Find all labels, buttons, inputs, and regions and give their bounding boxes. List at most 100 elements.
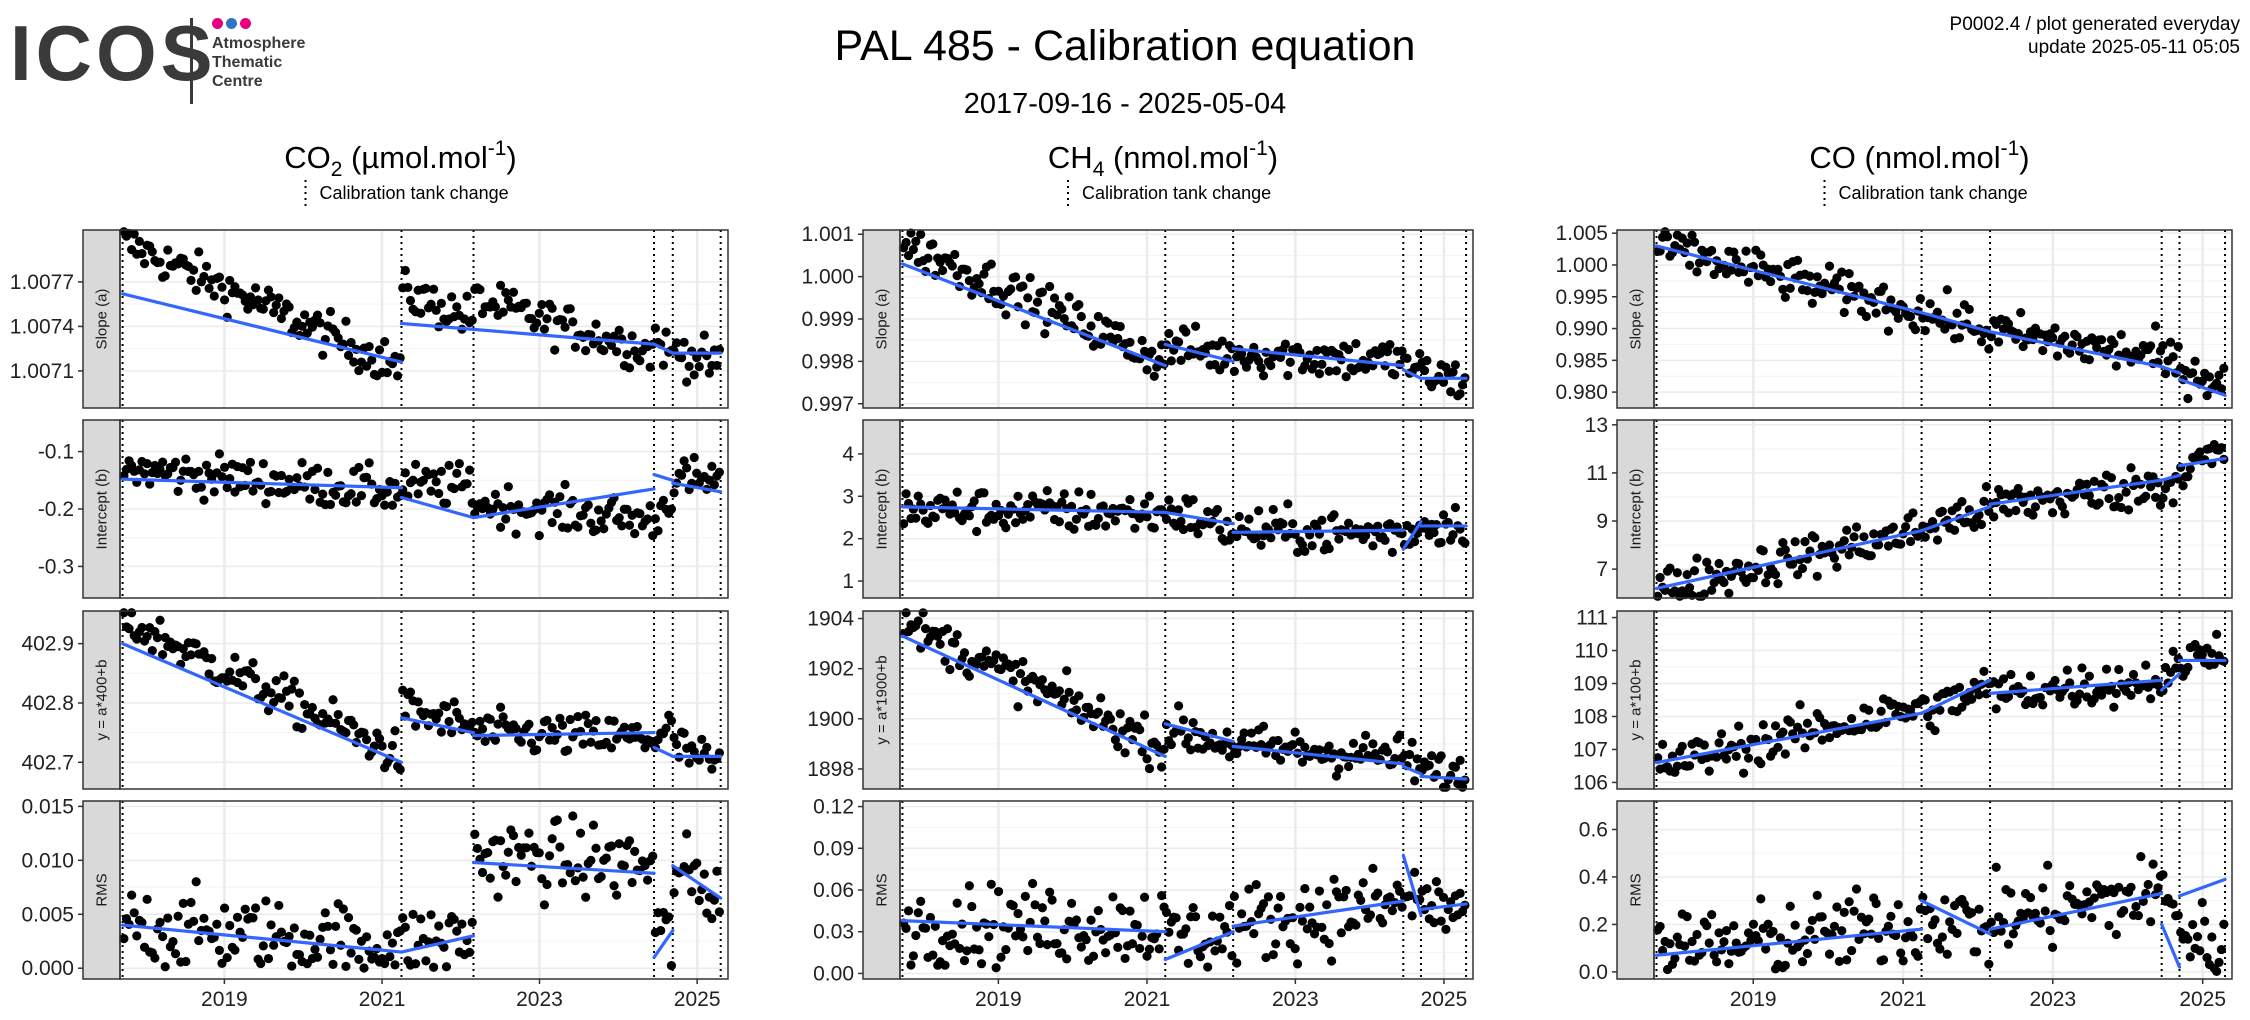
data-point <box>950 638 960 648</box>
data-point <box>2114 882 2124 892</box>
data-point <box>1920 532 1930 542</box>
data-point <box>1220 739 1230 749</box>
data-point <box>560 479 570 490</box>
title-superscript: -1 <box>1249 137 1268 160</box>
data-point <box>699 869 709 879</box>
data-point <box>501 870 511 880</box>
data-point <box>709 480 719 490</box>
data-point <box>666 504 677 514</box>
data-point <box>1657 945 1668 956</box>
data-point <box>1188 718 1198 728</box>
data-point <box>1407 911 1417 921</box>
data-point <box>1692 267 1702 277</box>
data-point <box>2011 505 2021 516</box>
data-point <box>2202 390 2212 401</box>
data-point <box>557 720 568 730</box>
data-point <box>1066 501 1077 511</box>
data-point <box>398 913 408 923</box>
panel-2: Intercept (b) 1 2 3 4 <box>842 419 1474 599</box>
data-point <box>1714 558 1724 569</box>
data-point <box>1883 921 1894 931</box>
data-point <box>1976 519 1987 530</box>
data-point <box>645 501 655 511</box>
data-point <box>1300 883 1310 894</box>
data-point <box>1283 499 1293 509</box>
data-point <box>2178 481 2188 491</box>
data-point <box>1689 566 1700 576</box>
data-point <box>563 523 573 533</box>
strip-box <box>1616 800 1655 980</box>
data-point <box>1159 744 1169 754</box>
data-point <box>972 526 982 537</box>
data-point <box>1834 956 1844 967</box>
data-point <box>390 478 400 488</box>
data-point <box>1702 557 1712 567</box>
data-point <box>1964 304 1974 314</box>
data-point <box>1229 366 1239 376</box>
data-point <box>441 701 452 712</box>
fit-line <box>1231 347 1405 368</box>
data-point <box>560 322 570 332</box>
data-point <box>1008 676 1018 686</box>
data-point <box>1707 910 1717 920</box>
data-point <box>1460 538 1470 548</box>
data-point <box>1317 359 1327 369</box>
data-point <box>191 285 201 296</box>
data-point <box>1207 911 1218 921</box>
data-point <box>390 960 400 970</box>
data-point <box>1721 925 1732 936</box>
data-point <box>1096 693 1106 703</box>
data-point <box>568 811 578 821</box>
data-point <box>913 908 923 918</box>
fit-line <box>1401 853 1423 917</box>
data-point <box>614 325 624 335</box>
data-point <box>225 667 235 677</box>
data-point <box>2197 376 2207 386</box>
data-point <box>1361 730 1371 740</box>
y-tick-label: -0.1 <box>38 441 74 464</box>
data-point <box>1037 287 1047 297</box>
data-point <box>624 836 635 846</box>
data-point <box>2204 372 2215 382</box>
data-point <box>2128 669 2139 680</box>
data-point <box>1018 656 1028 667</box>
data-point <box>142 631 152 642</box>
data-point <box>256 958 266 969</box>
data-point <box>1849 906 1859 916</box>
data-point <box>2082 479 2092 489</box>
y-tick-label: 109 <box>1573 673 1608 696</box>
data-point <box>570 876 580 886</box>
data-point <box>1164 495 1174 505</box>
data-point <box>1842 955 1852 965</box>
fit-line <box>471 327 656 346</box>
data-point <box>2072 332 2082 342</box>
fit-line <box>2177 877 2227 898</box>
logo-dot-3 <box>240 18 251 29</box>
data-point <box>1731 751 1741 761</box>
data-point <box>962 265 972 275</box>
data-point <box>2136 851 2146 862</box>
data-point <box>570 342 580 352</box>
data-point <box>1142 754 1152 764</box>
data-point <box>261 499 271 509</box>
data-point <box>557 315 568 325</box>
y-tick-label: 1.005 <box>1555 222 1608 245</box>
data-point <box>1312 345 1322 356</box>
data-point <box>959 648 970 658</box>
data-point <box>1687 936 1697 947</box>
data-point <box>1161 907 1172 918</box>
data-point <box>918 608 928 618</box>
data-point <box>457 919 467 929</box>
strip-label: RMS <box>1628 873 1645 906</box>
data-point <box>642 514 653 524</box>
data-point <box>923 253 933 263</box>
data-point <box>225 920 235 931</box>
data-point <box>2065 348 2075 358</box>
data-point <box>284 931 294 941</box>
title-subscript: 4 <box>1093 158 1105 181</box>
data-point <box>1780 960 1790 970</box>
data-point <box>1719 577 1729 588</box>
strip-box <box>82 610 121 790</box>
data-point <box>552 508 562 519</box>
data-point <box>679 337 689 347</box>
